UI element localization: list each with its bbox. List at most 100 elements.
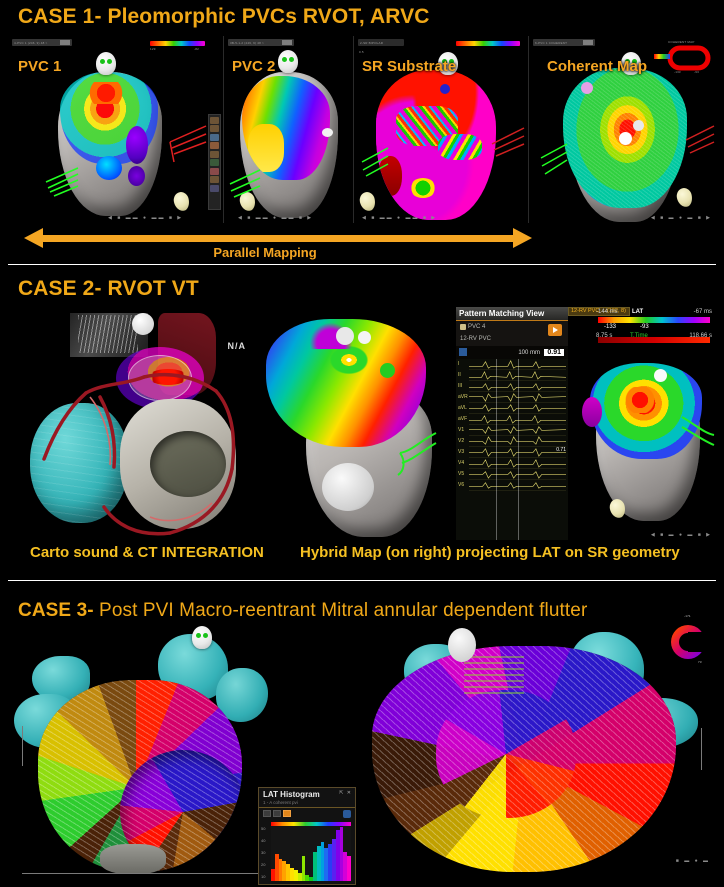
arrow-left-head-icon bbox=[24, 228, 43, 248]
case3-panel-coherent[interactable]: -171 73 ■ ▬ ● ▬ bbox=[348, 614, 716, 880]
lat-scale-left-edge: -144 ms bbox=[596, 309, 618, 315]
histogram-reset-button[interactable] bbox=[283, 810, 291, 817]
histogram-bar bbox=[309, 876, 313, 881]
histogram-bar bbox=[343, 851, 348, 881]
case1-bottom-controls[interactable]: ◀ ■ ▬▬ ● ▬▬ ■ ▶ bbox=[238, 215, 314, 221]
histogram-bar bbox=[335, 830, 340, 881]
histogram-bar bbox=[282, 860, 287, 881]
pattern-correlation-value: 0.91 bbox=[544, 349, 564, 356]
catheter-green-icon bbox=[540, 143, 568, 175]
case1-label-coherent-map: Coherent Map bbox=[547, 58, 648, 75]
case1-panel-coherent-map[interactable]: 6-PVC 1 COHERENT COHERENT MAP -133 -93 C… bbox=[528, 36, 716, 223]
case1-bottom-controls[interactable]: ◀ ■ ▬ ● ▬ ■ ▶ bbox=[650, 215, 712, 221]
case2-captions: Carto sound & CT INTEGRATION Hybrid Map … bbox=[0, 544, 724, 572]
histogram-bar bbox=[312, 851, 317, 881]
histogram-zoom-in-button[interactable] bbox=[273, 810, 281, 817]
pattern-template-name: PVC 4 bbox=[468, 324, 486, 330]
tag-marker-icon bbox=[438, 52, 458, 75]
ecg-caliper-1[interactable] bbox=[496, 359, 497, 540]
histogram-colorbar bbox=[271, 822, 351, 826]
ecg-lead-label: V4 bbox=[458, 460, 465, 466]
pattern-matching-title: Pattern Matching View bbox=[456, 307, 568, 320]
catheter-green-icon bbox=[361, 147, 389, 177]
histogram-zoom-out-button[interactable] bbox=[263, 810, 271, 817]
case3-title: CASE 3- Post PVI Macro-reentrant Mitral … bbox=[18, 600, 587, 622]
case2-panel-lat-map[interactable] bbox=[262, 307, 456, 540]
parallel-mapping-annotation: Parallel Mapping bbox=[0, 226, 724, 262]
arrow-right-head-icon bbox=[513, 228, 532, 248]
histogram-bar bbox=[271, 868, 275, 881]
case3-bottom-controls[interactable]: ■ ▬ ● ▬ bbox=[675, 858, 710, 864]
histogram-bar bbox=[328, 843, 332, 881]
case2-panel-pattern-matching[interactable]: Pattern Matching View PVC 4 12-RV PVC 10… bbox=[456, 307, 568, 540]
map-header-text: 3B-5-1-2 (246, 9) 48 > bbox=[230, 40, 265, 45]
case1-bottom-controls[interactable]: ◀ ■ ▬▬ ● ▬▬ ■ ▶ bbox=[108, 215, 184, 221]
case2-bottom-controls[interactable]: ◀ ■ ▬ ● ▬ ■ ▶ bbox=[650, 532, 712, 538]
histogram-bar bbox=[286, 864, 291, 881]
close-icon[interactable]: ⇱ ✕ bbox=[339, 790, 352, 796]
wheel-bottom-label: 73 bbox=[698, 660, 702, 664]
case2-panel-hybrid-map[interactable]: 12-RV PVC ... (192, 8) LAT -144 ms -67 m… bbox=[568, 307, 716, 540]
histogram-bars bbox=[271, 827, 352, 881]
parallel-mapping-label: Parallel Mapping bbox=[213, 245, 317, 260]
map-header-bar bbox=[533, 39, 595, 46]
case1-label-sr-substrate: SR Substrate bbox=[362, 58, 457, 75]
catheter-red-icon bbox=[685, 125, 715, 154]
catheter-red-icon bbox=[491, 127, 525, 157]
heart-thumbnail-icon bbox=[172, 190, 191, 213]
histogram-y-tick: 40 bbox=[261, 838, 266, 843]
histogram-bar bbox=[293, 869, 298, 881]
heart-thumbnail-icon bbox=[358, 190, 377, 213]
catheter-green-icon bbox=[45, 167, 79, 197]
orientation-tag: N/A bbox=[227, 341, 246, 351]
map-header-text: 2-SR BIPOLAR bbox=[360, 40, 384, 45]
catheter-green-icon bbox=[229, 169, 261, 198]
ecg-lead-label: V3 bbox=[458, 449, 465, 455]
ecg-lead-label: aVF bbox=[458, 416, 468, 422]
lat-scale-max: -93 bbox=[640, 324, 649, 330]
histogram-bar bbox=[316, 846, 321, 881]
case1-panel-pvc1[interactable]: 4-PVC 1 (246, 9) 48 > 129 -82 PVC 1 bbox=[8, 36, 223, 223]
case3-title-prefix: CASE 3- bbox=[18, 600, 94, 621]
map-selector-dropdown[interactable]: 12-RV PVC ... (192, 8) bbox=[568, 307, 630, 316]
histogram-bar bbox=[347, 856, 352, 881]
ecg-caliper-2[interactable] bbox=[518, 359, 519, 540]
time-scale-bar[interactable] bbox=[598, 337, 710, 343]
lat-histogram-dialog[interactable]: LAT Histogram ⇱ ✕ 1 - A coherent pvi 50 … bbox=[258, 787, 356, 885]
lat-scale-bar[interactable] bbox=[598, 317, 710, 323]
case1-tool-strip[interactable] bbox=[208, 114, 221, 210]
lat-scale-legend: LAT -144 ms -67 ms -133 -93 8.75 s T.Tim… bbox=[574, 309, 714, 349]
ecg-lead-label: V1 bbox=[458, 427, 465, 433]
ecg-trace-area[interactable]: I II III aVR aVL aVF V1 V2 V3 V4 bbox=[456, 359, 568, 540]
play-button[interactable] bbox=[548, 324, 562, 336]
lat-colorbar-min: 129 bbox=[150, 47, 156, 51]
case1-panel-pvc2[interactable]: 3B-5-1-2 (246, 9) 48 > PVC 2 ◀ ■ ▬▬ ● ▬▬… bbox=[223, 36, 353, 223]
map-header-bar bbox=[358, 39, 404, 46]
case2-panel-row: N/A Pattern Matching View PVC 4 12-RV bbox=[8, 307, 716, 540]
case1-panel-sr-substrate[interactable]: 2-SR BIPOLAR 0.5 SR Substrate ◀ ■ ▬▬ ● ▬ bbox=[353, 36, 528, 223]
ecg-lead-label: V2 bbox=[458, 438, 465, 444]
ecg-lead-label: II bbox=[458, 372, 461, 378]
gear-icon[interactable] bbox=[343, 810, 351, 818]
histogram-y-tick: 50 bbox=[261, 826, 266, 831]
section-divider-1 bbox=[8, 264, 716, 265]
ecg-lead-label: I bbox=[458, 361, 460, 367]
map-header-text: 6-PVC 1 COHERENT bbox=[535, 40, 568, 45]
time-left-value: 8.75 s bbox=[596, 333, 613, 339]
coherent-color-wheel: -171 73 bbox=[662, 614, 714, 668]
case1-bottom-controls[interactable]: ◀ ■ ▬▬ ● ▬▬ ■ ▶ bbox=[362, 215, 438, 221]
case1-panel-row: 4-PVC 1 (246, 9) 48 > 129 -82 PVC 1 bbox=[8, 36, 716, 223]
lat-histogram-plot: 50 40 30 20 10 bbox=[261, 822, 352, 881]
ecg-lead-label: aVL bbox=[458, 405, 467, 411]
tag-marker-icon bbox=[96, 52, 116, 75]
case2-panel-carto-sound-ct[interactable]: N/A bbox=[8, 307, 262, 540]
ecg-lead-label: V6 bbox=[458, 482, 465, 488]
histogram-bar bbox=[324, 848, 329, 881]
map-header-bar bbox=[228, 39, 294, 46]
histogram-bar bbox=[297, 873, 302, 881]
bipolar-colorbar-min: 0.5 bbox=[359, 50, 364, 54]
pattern-scale-label: 100 mm bbox=[518, 350, 540, 356]
case3-panel-ccwise[interactable] bbox=[8, 626, 348, 880]
time-label: T.Time bbox=[630, 333, 648, 339]
pattern-channel-label: 12-RV PVC bbox=[460, 336, 491, 342]
